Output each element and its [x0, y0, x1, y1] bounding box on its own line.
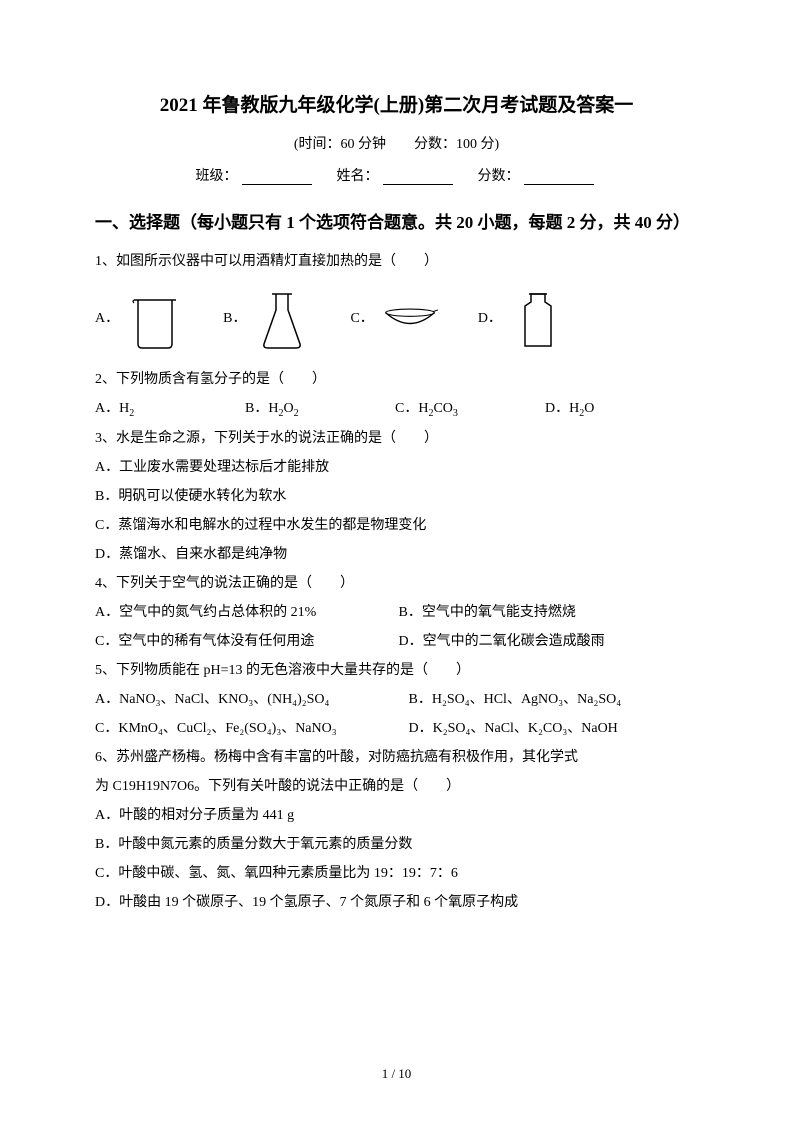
q5-b[interactable]: B．H₂SO₄、HCl、AgNO₃、Na₂SO₄: [409, 692, 622, 707]
exam-meta: (时间：60 分钟 分数：100 分): [95, 133, 698, 153]
q6-d[interactable]: D．叶酸由 19 个碳原子、19 个氢原子、7 个氮原子和 6 个氧原子构成: [95, 889, 698, 917]
opt-label-d: D．: [478, 305, 502, 333]
q5-d[interactable]: D．K₂SO₄、NaCl、K₂CO₃、NaOH: [409, 721, 618, 736]
class-blank[interactable]: [242, 169, 312, 185]
q6-stem2: 为 C19H19N7O6。下列有关叶酸的说法中正确的是（ ）: [95, 773, 698, 801]
q4-row1: A．空气中的氮气约占总体积的 21% B．空气中的氧气能支持燃烧: [95, 599, 698, 627]
q1-options: A． B． C．: [95, 286, 698, 352]
q1-stem: 1、如图所示仪器中可以用酒精灯直接加热的是（ ）: [95, 248, 698, 276]
opt-label-b: B．: [223, 305, 246, 333]
page-number: 1 / 10: [0, 1066, 793, 1082]
q5-row1: A．NaNO₃、NaCl、KNO₃、(NH₄)₂SO₄ B．H₂SO₄、HCl、…: [95, 686, 698, 714]
q6-stem1: 6、苏州盛产杨梅。杨梅中含有丰富的叶酸，对防癌抗癌有积极作用，其化学式: [95, 744, 698, 772]
q4-stem: 4、下列关于空气的说法正确的是（ ）: [95, 570, 698, 598]
q2-b[interactable]: B．H2O2: [245, 395, 395, 424]
q3-stem: 3、水是生命之源，下列关于水的说法正确的是（ ）: [95, 425, 698, 453]
q3-c[interactable]: C．蒸馏海水和电解水的过程中水发生的都是物理变化: [95, 512, 698, 540]
gas-bottle-icon: [510, 286, 566, 352]
q1-opt-c[interactable]: C．: [350, 286, 437, 352]
q2-c[interactable]: C．H2CO3: [395, 395, 545, 424]
evaporating-dish-icon: [382, 286, 438, 352]
q5-stem: 5、下列物质能在 pH=13 的无色溶液中大量共存的是（ ）: [95, 657, 698, 685]
conical-flask-icon: [254, 286, 310, 352]
q4-a[interactable]: A．空气中的氮气约占总体积的 21%: [95, 599, 395, 627]
q3-a[interactable]: A．工业废水需要处理达标后才能排放: [95, 454, 698, 482]
q2-stem: 2、下列物质含有氢分子的是（ ）: [95, 366, 698, 394]
q5-row2: C．KMnO₄、CuCl₂、Fe₂(SO₄)₃、NaNO₃ D．K₂SO₄、Na…: [95, 715, 698, 743]
name-label: 姓名：: [337, 169, 379, 184]
class-label: 班级：: [196, 169, 238, 184]
q1-opt-d[interactable]: D．: [478, 286, 566, 352]
section-1-title: 一、选择题（每小题只有 1 个选项符合题意。共 20 小题，每题 2 分，共 4…: [95, 203, 698, 244]
opt-label-a: A．: [95, 305, 119, 333]
q5-c[interactable]: C．KMnO₄、CuCl₂、Fe₂(SO₄)₃、NaNO₃: [95, 715, 405, 743]
score-blank[interactable]: [524, 169, 594, 185]
q4-b[interactable]: B．空气中的氧气能支持燃烧: [399, 605, 576, 620]
q3-b[interactable]: B．明矾可以使硬水转化为软水: [95, 483, 698, 511]
q5-a[interactable]: A．NaNO₃、NaCl、KNO₃、(NH₄)₂SO₄: [95, 686, 405, 714]
q6-a[interactable]: A．叶酸的相对分子质量为 441 g: [95, 802, 698, 830]
q2-a[interactable]: A．H2: [95, 395, 245, 424]
q3-d[interactable]: D．蒸馏水、自来水都是纯净物: [95, 541, 698, 569]
q6-b[interactable]: B．叶酸中氮元素的质量分数大于氧元素的质量分数: [95, 831, 698, 859]
name-blank[interactable]: [383, 169, 453, 185]
q1-opt-a[interactable]: A．: [95, 286, 183, 352]
beaker-icon: [127, 286, 183, 352]
score-label: 分数：: [478, 169, 520, 184]
opt-label-c: C．: [350, 305, 373, 333]
q4-row2: C．空气中的稀有气体没有任何用途 D．空气中的二氧化碳会造成酸雨: [95, 628, 698, 656]
q6-c[interactable]: C．叶酸中碳、氢、氮、氧四种元素质量比为 19：19：7：6: [95, 860, 698, 888]
q2-options: A．H2 B．H2O2 C．H2CO3 D．H2O: [95, 395, 698, 424]
q2-d[interactable]: D．H2O: [545, 395, 594, 424]
q4-d[interactable]: D．空气中的二氧化碳会造成酸雨: [399, 634, 605, 649]
exam-title: 2021 年鲁教版九年级化学(上册)第二次月考试题及答案一: [95, 90, 698, 117]
q1-opt-b[interactable]: B．: [223, 286, 310, 352]
q4-c[interactable]: C．空气中的稀有气体没有任何用途: [95, 628, 395, 656]
student-info-line: 班级： 姓名： 分数：: [95, 165, 698, 185]
